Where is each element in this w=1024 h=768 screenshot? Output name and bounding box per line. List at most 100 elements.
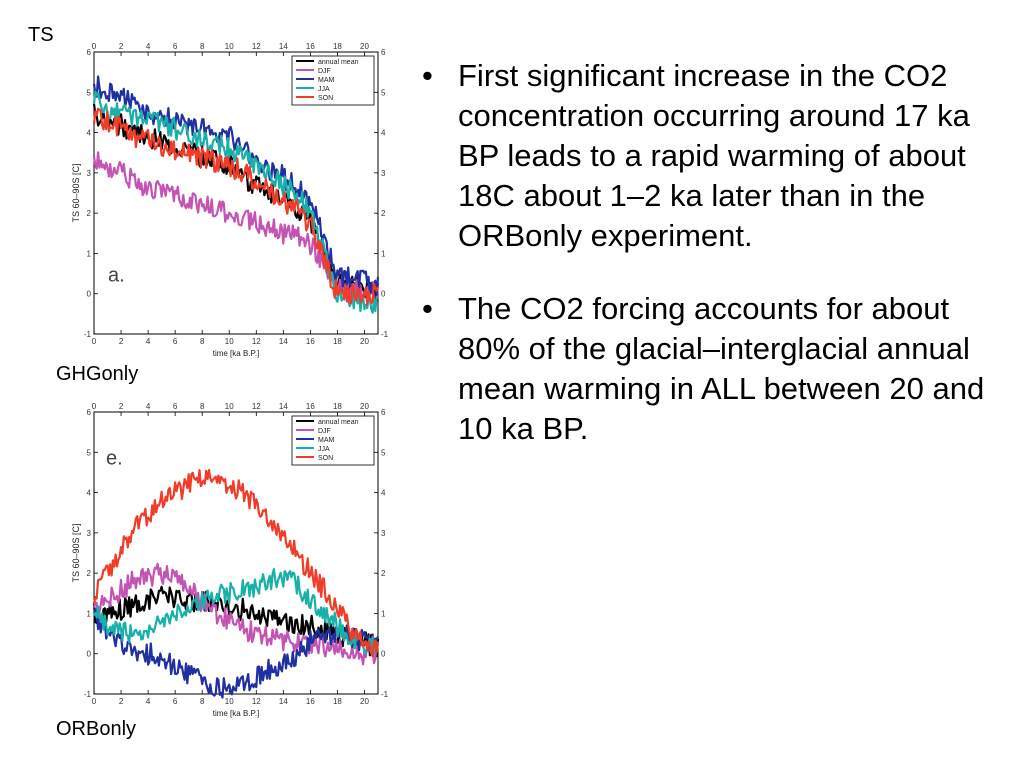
legend-entry: MAM <box>318 77 335 84</box>
y-tick-label: 4 <box>87 489 92 498</box>
bullet-dot: • <box>422 58 433 93</box>
plot-frame <box>93 411 379 695</box>
x-tick-label: 20 <box>360 697 369 706</box>
caption-ghgonly: GHGonly <box>56 363 139 385</box>
legend-entry: annual mean <box>318 419 359 426</box>
y-tick-label: 0 <box>87 290 92 299</box>
x-tick-label: 2 <box>119 337 124 346</box>
legend-entry: DJF <box>318 68 331 75</box>
legend-entry: JJA <box>318 446 330 453</box>
y-tick-label-right: 4 <box>381 129 386 138</box>
x-tick-label-top: 16 <box>306 42 315 51</box>
legend-entry: SON <box>318 455 333 462</box>
y-tick-label-right: 5 <box>381 88 386 97</box>
legend-entry: annual mean <box>318 59 359 66</box>
y-tick-label: 0 <box>87 650 92 659</box>
y-tick-label-right: 1 <box>381 249 386 258</box>
series-line-jja <box>93 568 380 655</box>
x-tick-label: 14 <box>279 697 288 706</box>
bullet-item: • First significant increase in the CO2 c… <box>418 56 988 256</box>
x-tick-label-top: 6 <box>173 42 178 51</box>
y-tick-label-right: -1 <box>381 690 389 699</box>
bullet-text: First significant increase in the CO2 co… <box>458 58 970 253</box>
y-tick-label: 3 <box>87 169 92 178</box>
x-tick-label: 4 <box>146 697 151 706</box>
x-tick-label-top: 12 <box>252 42 261 51</box>
bullet-text: The CO2 forcing accounts for about 80% o… <box>458 291 985 446</box>
bullet-dot: • <box>422 291 433 326</box>
x-tick-label-top: 10 <box>225 42 234 51</box>
y-tick-label-right: 0 <box>381 650 386 659</box>
y-tick-label: 2 <box>87 569 92 578</box>
x-tick-label: 18 <box>333 337 342 346</box>
x-tick-label-top: 8 <box>200 402 205 411</box>
x-tick-label: 6 <box>173 697 178 706</box>
y-tick-label-right: -1 <box>381 330 389 339</box>
x-tick-label: 6 <box>173 337 178 346</box>
series-line-son <box>92 468 380 658</box>
x-tick-label: 16 <box>306 697 315 706</box>
x-tick-label: 20 <box>360 337 369 346</box>
plot-frame <box>93 51 379 335</box>
y-tick-label: 3 <box>87 529 92 538</box>
y-tick-label: -1 <box>84 330 92 339</box>
series-line-djf <box>92 562 379 666</box>
x-tick-label: 0 <box>92 337 97 346</box>
legend-entry: SON <box>318 95 333 102</box>
y-tick-label-right: 6 <box>381 48 386 57</box>
x-axis-label: time [ka B.P.] <box>213 709 260 718</box>
x-tick-label-top: 6 <box>173 402 178 411</box>
legend-entry: MAM <box>318 437 335 444</box>
x-tick-label-top: 2 <box>119 42 124 51</box>
series-line-son <box>92 107 380 306</box>
x-tick-label-top: 14 <box>279 42 288 51</box>
x-tick-label-top: 10 <box>225 402 234 411</box>
x-tick-label: 12 <box>252 337 261 346</box>
x-tick-label: 18 <box>333 697 342 706</box>
x-tick-label-top: 0 <box>92 42 97 51</box>
series-line-mam <box>93 608 380 699</box>
x-tick-label-top: 20 <box>360 402 369 411</box>
x-tick-label: 12 <box>252 697 261 706</box>
x-tick-label-top: 18 <box>333 402 342 411</box>
y-tick-label-right: 1 <box>381 609 386 618</box>
x-tick-label-top: 20 <box>360 42 369 51</box>
y-tick-label-right: 0 <box>381 290 386 299</box>
y-tick-label-right: 2 <box>381 209 386 218</box>
x-tick-label: 2 <box>119 697 124 706</box>
y-tick-label: 5 <box>87 88 92 97</box>
legend-entry: JJA <box>318 86 330 93</box>
y-axis-label: TS 60–90S [C] <box>72 523 81 582</box>
y-tick-label: 4 <box>87 129 92 138</box>
legend-entry: DJF <box>318 428 331 435</box>
bullet-list: • First significant increase in the CO2 c… <box>418 56 988 482</box>
x-tick-label: 0 <box>92 697 97 706</box>
series-line-annual-mean <box>92 585 380 658</box>
caption-ts: TS <box>28 24 54 46</box>
x-tick-label-top: 2 <box>119 402 124 411</box>
x-axis-label: time [ka B.P.] <box>213 349 260 358</box>
x-tick-label-top: 18 <box>333 42 342 51</box>
y-tick-label: -1 <box>84 690 92 699</box>
y-tick-label-right: 2 <box>381 569 386 578</box>
x-tick-label-top: 0 <box>92 402 97 411</box>
x-tick-label: 10 <box>225 337 234 346</box>
y-tick-label: 6 <box>87 48 92 57</box>
x-tick-label-top: 16 <box>306 402 315 411</box>
y-tick-label-right: 4 <box>381 489 386 498</box>
bullet-item: • The CO2 forcing accounts for about 80% … <box>418 289 988 449</box>
y-tick-label-right: 6 <box>381 408 386 417</box>
y-tick-label-right: 5 <box>381 448 386 457</box>
x-tick-label: 14 <box>279 337 288 346</box>
y-tick-label: 6 <box>87 408 92 417</box>
panel-label: a. <box>108 265 125 287</box>
x-tick-label-top: 12 <box>252 402 261 411</box>
x-tick-label: 10 <box>225 697 234 706</box>
x-tick-label: 8 <box>200 697 205 706</box>
x-tick-label: 16 <box>306 337 315 346</box>
y-axis-label: TS 60–90S [C] <box>72 163 81 222</box>
y-tick-label-right: 3 <box>381 529 386 538</box>
y-tick-label: 1 <box>87 249 92 258</box>
